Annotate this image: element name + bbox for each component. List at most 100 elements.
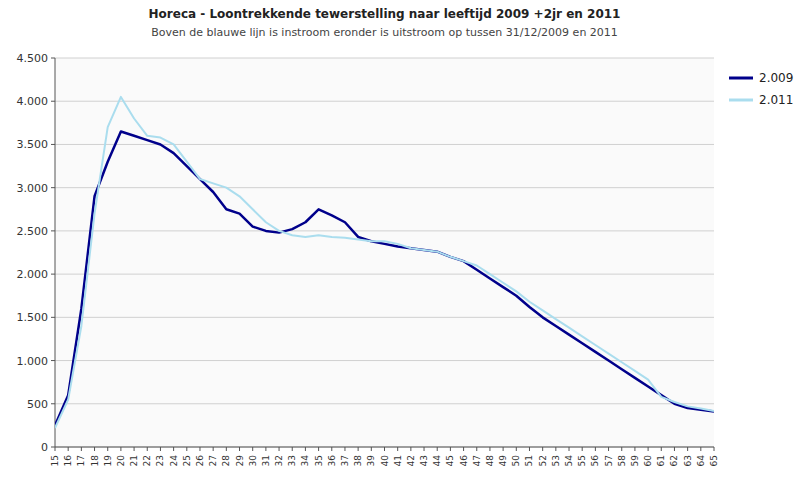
tick-label: 61 bbox=[656, 455, 666, 466]
tick-label: 48 bbox=[485, 455, 495, 467]
tick bbox=[437, 447, 438, 451]
tick-label: 19 bbox=[103, 455, 113, 467]
tick-label: 30 bbox=[248, 455, 258, 467]
tick bbox=[595, 447, 596, 451]
tick bbox=[700, 447, 701, 451]
tick bbox=[279, 447, 280, 451]
tick bbox=[199, 447, 200, 451]
tick-label: 63 bbox=[683, 455, 693, 466]
tick bbox=[714, 447, 715, 451]
tick bbox=[186, 447, 187, 451]
tick bbox=[173, 447, 174, 451]
tick bbox=[582, 447, 583, 451]
tick-label: 64 bbox=[696, 455, 706, 467]
tick-label: 17 bbox=[76, 455, 86, 466]
legend: 2.009 2.011 bbox=[729, 71, 793, 107]
title: Horeca - Loontrekkende tewerstelling naa… bbox=[149, 7, 621, 21]
tick-label: 59 bbox=[630, 455, 640, 467]
tick bbox=[134, 447, 135, 451]
tick-label: 60 bbox=[643, 455, 653, 467]
tick-label: 44 bbox=[432, 455, 442, 467]
tick bbox=[331, 447, 332, 451]
subtitle: Boven de blauwe lijn is instroom eronder… bbox=[151, 26, 618, 39]
tick-label: 4.000 bbox=[17, 95, 49, 108]
tick-label: 24 bbox=[169, 455, 179, 467]
tick bbox=[68, 447, 69, 451]
tick bbox=[424, 447, 425, 451]
tick bbox=[608, 447, 609, 451]
tick-label: 52 bbox=[538, 455, 548, 466]
tick-label: 3.500 bbox=[17, 138, 49, 151]
grid-line bbox=[55, 58, 714, 59]
plot-area bbox=[55, 58, 714, 447]
tick bbox=[410, 447, 411, 451]
tick-label: 37 bbox=[340, 455, 350, 466]
tick-label: 39 bbox=[366, 455, 376, 467]
tick-label: 47 bbox=[472, 455, 482, 466]
tick bbox=[503, 447, 504, 451]
tick-label: 2.500 bbox=[17, 225, 49, 238]
tick-label: 55 bbox=[577, 455, 587, 466]
tick-label: 50 bbox=[511, 455, 521, 467]
tick-label: 31 bbox=[261, 455, 271, 466]
grid-line bbox=[55, 403, 714, 404]
legend-label: 2.009 bbox=[759, 71, 793, 85]
tick bbox=[51, 58, 55, 59]
tick-label: 65 bbox=[709, 455, 719, 466]
tick-label: 3.000 bbox=[17, 182, 49, 195]
tick bbox=[397, 447, 398, 451]
tick bbox=[252, 447, 253, 451]
tick bbox=[107, 447, 108, 451]
tick-label: 58 bbox=[617, 455, 627, 467]
tick bbox=[81, 447, 82, 451]
tick bbox=[226, 447, 227, 451]
tick bbox=[51, 144, 55, 145]
grid-line bbox=[55, 230, 714, 231]
tick-label: 23 bbox=[155, 455, 165, 466]
tick bbox=[147, 447, 148, 451]
tick bbox=[648, 447, 649, 451]
tick bbox=[239, 447, 240, 451]
tick-label: 42 bbox=[406, 455, 416, 466]
grid-line bbox=[55, 187, 714, 188]
tick-label: 27 bbox=[208, 455, 218, 466]
tick bbox=[305, 447, 306, 451]
legend-swatch bbox=[729, 99, 753, 102]
tick-label: 25 bbox=[182, 455, 192, 466]
tick bbox=[213, 447, 214, 451]
tick bbox=[516, 447, 517, 451]
tick-label: 1.500 bbox=[17, 311, 49, 324]
x-axis: 1516171819202122232425262728293031323334… bbox=[50, 447, 719, 466]
tick bbox=[384, 447, 385, 451]
tick-label: 33 bbox=[287, 455, 297, 466]
tick bbox=[569, 447, 570, 451]
tick-label: 22 bbox=[142, 455, 152, 466]
tick bbox=[292, 447, 293, 451]
tick bbox=[621, 447, 622, 451]
line bbox=[55, 97, 714, 428]
tick bbox=[661, 447, 662, 451]
tick-label: 34 bbox=[300, 455, 310, 467]
tick bbox=[51, 403, 55, 404]
tick-label: 0 bbox=[41, 441, 48, 454]
tick-label: 38 bbox=[353, 455, 363, 467]
tick-label: 26 bbox=[195, 455, 205, 467]
tick-label: 49 bbox=[498, 455, 508, 467]
series-group bbox=[55, 97, 714, 428]
tick bbox=[489, 447, 490, 451]
tick-label: 29 bbox=[235, 455, 245, 467]
tick bbox=[555, 447, 556, 451]
y-axis: 05001.0001.5002.0002.5003.0003.5004.0004… bbox=[17, 52, 715, 454]
line bbox=[55, 131, 714, 425]
tick-label: 57 bbox=[604, 455, 614, 466]
tick-label: 35 bbox=[314, 455, 324, 466]
tick-label: 43 bbox=[419, 455, 429, 466]
tick bbox=[120, 447, 121, 451]
legend-label: 2.011 bbox=[759, 93, 793, 107]
tick-label: 51 bbox=[524, 455, 534, 466]
tick-label: 20 bbox=[116, 455, 126, 467]
tick-label: 62 bbox=[669, 455, 679, 466]
tick-label: 16 bbox=[63, 455, 73, 467]
tick-label: 2.000 bbox=[17, 268, 49, 281]
grid-line bbox=[55, 317, 714, 318]
